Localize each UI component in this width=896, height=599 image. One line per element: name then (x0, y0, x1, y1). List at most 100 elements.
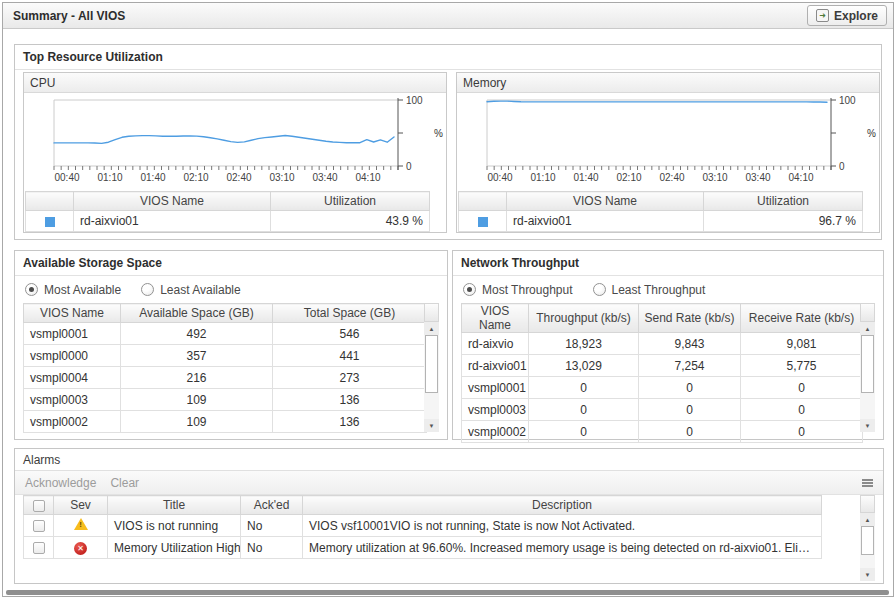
clear-button[interactable]: Clear (110, 476, 139, 490)
legend-name-header: VIOS Name (507, 192, 704, 211)
radio-label: Least Available (160, 283, 241, 297)
series-color-swatch (45, 217, 55, 227)
legend-vios-name: rd-aixvio01 (507, 211, 704, 232)
table-row[interactable]: vsmpl0000357441 (24, 345, 427, 367)
scrollbar-thumb[interactable] (861, 526, 874, 555)
alarms-panel-title: Alarms (15, 449, 883, 471)
series-color-swatch (478, 217, 488, 227)
radio-most-available[interactable]: Most Available (25, 283, 121, 297)
legend-row[interactable]: rd-aixvio01 43.9 % (26, 211, 430, 232)
radio-circle-icon (593, 283, 606, 296)
storage-scrollbar[interactable]: ▲ ▼ (424, 303, 439, 432)
column-header-send-rate[interactable]: Send Rate (kb/s) (639, 304, 741, 333)
table-cell: 0 (529, 399, 639, 421)
table-row[interactable]: rd-aixvio18,9239,8439,081 (462, 333, 863, 355)
explore-button[interactable]: ➜ Explore (807, 5, 887, 26)
column-header-vios-name[interactable]: VIOS Name (462, 304, 529, 333)
acknowledge-button[interactable]: Acknowledge (25, 476, 96, 490)
legend-swatch-header (26, 192, 74, 211)
table-row[interactable]: vsmpl0001000 (462, 377, 863, 399)
legend-value-header: Utilization (271, 192, 430, 211)
table-cell: 546 (273, 323, 427, 345)
table-cell: 0 (741, 421, 863, 443)
scrollbar-header-cap (860, 303, 875, 322)
table-row[interactable]: vsmpl0003109136 (24, 389, 427, 411)
scroll-down-icon[interactable]: ▼ (860, 568, 875, 581)
alarms-table-zone: Sev Title Ack'ed Description !VIOS is no… (23, 495, 875, 581)
radio-least-throughput[interactable]: Least Throughput (593, 283, 706, 297)
scrollbar-track[interactable] (424, 335, 439, 419)
alarm-checkbox[interactable] (33, 520, 45, 532)
table-cell: 0 (529, 421, 639, 443)
svg-text:03:40: 03:40 (312, 172, 337, 183)
legend-row[interactable]: rd-aixvio01 96.7 % (459, 211, 863, 232)
scrollbar-track[interactable] (860, 335, 875, 419)
table-cell: 5,775 (741, 355, 863, 377)
column-header-sev[interactable]: Sev (54, 496, 108, 515)
column-header-throughput[interactable]: Throughput (kb/s) (529, 304, 639, 333)
column-header-available-space[interactable]: Available Space (GB) (121, 304, 273, 323)
scroll-down-icon[interactable]: ▼ (860, 419, 875, 432)
svg-text:02:40: 02:40 (226, 172, 251, 183)
legend-swatch-header (459, 192, 507, 211)
table-cell: vsmpl0004 (24, 367, 121, 389)
table-cell: 0 (529, 377, 639, 399)
alarm-row[interactable]: !VIOS is not runningNoVIOS vsf10001VIO i… (24, 515, 822, 537)
table-row[interactable]: rd-aixvio0113,0297,2545,775 (462, 355, 863, 377)
table-cell: vsmpl0001 (24, 323, 121, 345)
network-scrollbar[interactable]: ▲ ▼ (860, 303, 875, 432)
scrollbar-thumb[interactable] (861, 335, 874, 393)
table-cell: 9,081 (741, 333, 863, 355)
column-header-description[interactable]: Description (303, 496, 822, 515)
network-table: VIOS Name Throughput (kb/s) Send Rate (k… (461, 303, 863, 443)
alarm-row[interactable]: ✕Memory Utilization HighNoMemory utiliza… (24, 537, 822, 559)
svg-text:01:40: 01:40 (140, 172, 165, 183)
network-table-zone: VIOS Name Throughput (kb/s) Send Rate (k… (461, 303, 875, 432)
column-header-title[interactable]: Title (108, 496, 241, 515)
table-customizer-icon[interactable] (862, 479, 873, 487)
alarm-select-cell (24, 515, 54, 537)
alarm-select-cell (24, 537, 54, 559)
select-all-checkbox[interactable] (33, 500, 45, 512)
scroll-up-icon[interactable]: ▲ (424, 322, 439, 335)
column-header-acked[interactable]: Ack'ed (241, 496, 303, 515)
table-cell: 0 (639, 421, 741, 443)
scrollbar-track[interactable] (860, 526, 875, 568)
table-row[interactable]: vsmpl0002109136 (24, 411, 427, 433)
table-cell: 357 (121, 345, 273, 367)
table-cell: 7,254 (639, 355, 741, 377)
table-cell: 0 (741, 399, 863, 421)
table-cell: 0 (639, 399, 741, 421)
scroll-up-icon[interactable]: ▲ (860, 513, 875, 526)
column-header-vios-name[interactable]: VIOS Name (24, 304, 121, 323)
alarm-acked-cell: No (241, 515, 303, 537)
scroll-up-icon[interactable]: ▲ (860, 322, 875, 335)
alarms-scrollbar[interactable]: ▲ ▼ (860, 495, 875, 581)
horizontal-scrollbar[interactable] (6, 590, 889, 595)
customizer-bars-icon (862, 479, 873, 487)
column-header-total-space[interactable]: Total Space (GB) (273, 304, 427, 323)
top-resource-panel-title: Top Resource Utilization (15, 45, 881, 70)
table-row[interactable]: vsmpl0004216273 (24, 367, 427, 389)
top-resource-utilization-panel: Top Resource Utilization CPU 00:4001:100… (14, 44, 882, 240)
radio-circle-icon (25, 283, 38, 296)
radio-least-available[interactable]: Least Available (141, 283, 241, 297)
svg-text:01:40: 01:40 (573, 172, 598, 183)
table-cell: vsmpl0003 (462, 399, 529, 421)
radio-most-throughput[interactable]: Most Throughput (463, 283, 573, 297)
alarm-checkbox[interactable] (33, 542, 45, 554)
table-row[interactable]: vsmpl0001492546 (24, 323, 427, 345)
storage-table-zone: VIOS Name Available Space (GB) Total Spa… (23, 303, 439, 432)
scrollbar-thumb[interactable] (425, 335, 438, 393)
column-header-receive-rate[interactable]: Receive Rate (kb/s) (741, 304, 863, 333)
svg-text:03:40: 03:40 (745, 172, 770, 183)
table-cell: rd-aixvio (462, 333, 529, 355)
table-row[interactable]: vsmpl0003000 (462, 399, 863, 421)
svg-text:%: % (434, 128, 443, 139)
memory-legend-table: VIOS Name Utilization rd-aixvio01 96.7 % (458, 191, 863, 232)
scroll-down-icon[interactable]: ▼ (424, 419, 439, 432)
svg-text:00:40: 00:40 (54, 172, 79, 183)
table-cell: 0 (741, 377, 863, 399)
table-row[interactable]: vsmpl0002000 (462, 421, 863, 443)
alarm-acked-cell: No (241, 537, 303, 559)
